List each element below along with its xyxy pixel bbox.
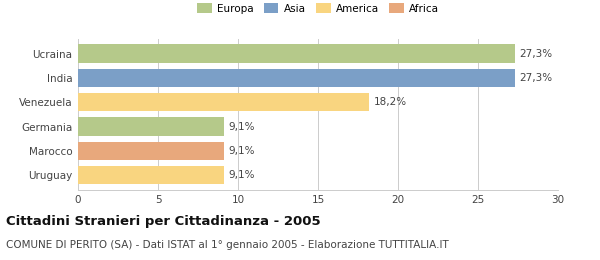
Bar (78, 93, 369, 111)
Bar (78, 118, 224, 136)
Bar (78, 166, 224, 184)
Text: 9,1%: 9,1% (229, 170, 255, 180)
Text: 27,3%: 27,3% (520, 73, 553, 83)
Text: COMUNE DI PERITO (SA) - Dati ISTAT al 1° gennaio 2005 - Elaborazione TUTTITALIA.: COMUNE DI PERITO (SA) - Dati ISTAT al 1°… (6, 240, 449, 250)
Legend: Europa, Asia, America, Africa: Europa, Asia, America, Africa (193, 0, 443, 18)
Text: 9,1%: 9,1% (229, 146, 255, 156)
Text: 18,2%: 18,2% (374, 97, 407, 107)
Bar (78, 44, 515, 63)
Text: Cittadini Stranieri per Cittadinanza - 2005: Cittadini Stranieri per Cittadinanza - 2… (6, 214, 320, 228)
Bar (78, 69, 515, 87)
Text: 9,1%: 9,1% (229, 122, 255, 132)
Text: 27,3%: 27,3% (520, 49, 553, 58)
Bar (78, 142, 224, 160)
